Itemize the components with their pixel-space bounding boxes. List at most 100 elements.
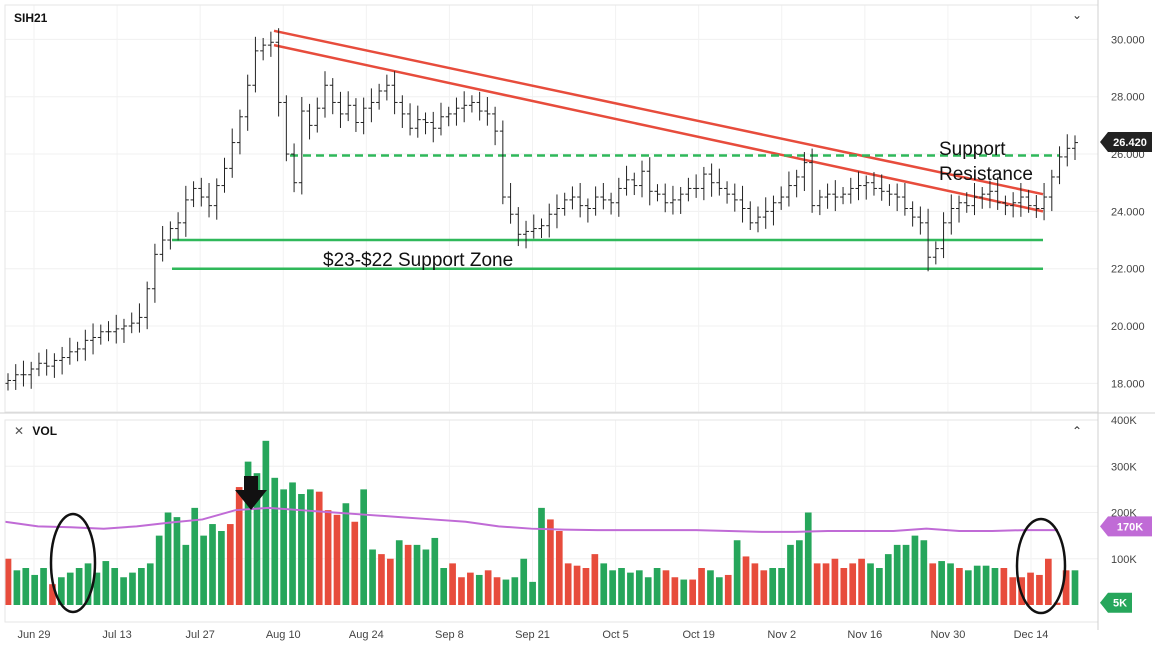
volume-bar bbox=[1036, 574, 1043, 605]
price-panel-frame bbox=[4, 4, 1099, 413]
volume-bar bbox=[529, 581, 536, 605]
volume-bar bbox=[547, 519, 554, 605]
close-icon[interactable]: ✕ bbox=[14, 424, 25, 438]
volume-bar bbox=[209, 524, 216, 605]
volume-bar bbox=[564, 563, 572, 605]
volume-bar bbox=[13, 570, 21, 605]
last-volume-badge bbox=[1100, 592, 1132, 613]
time-tick-label: Dec 14 bbox=[1014, 629, 1049, 641]
volume-bar bbox=[715, 577, 723, 605]
volume-bar bbox=[769, 568, 777, 605]
volume-bar bbox=[253, 473, 261, 605]
volume-bar bbox=[956, 568, 963, 605]
volume-bar bbox=[813, 563, 821, 605]
volume-bar bbox=[324, 510, 332, 605]
volume-bar bbox=[387, 558, 394, 605]
volume-bar bbox=[306, 489, 314, 605]
volume-bar bbox=[742, 556, 750, 605]
volume-bar bbox=[218, 531, 225, 605]
time-tick-label: Jun 29 bbox=[17, 629, 50, 641]
volume-bar bbox=[22, 568, 30, 605]
volume-bar bbox=[413, 544, 421, 605]
volume-bar bbox=[991, 568, 999, 605]
volume-bar bbox=[75, 568, 83, 605]
volume-bar bbox=[458, 577, 465, 605]
volume-bar bbox=[582, 568, 590, 605]
time-tick-label: Oct 5 bbox=[602, 629, 628, 641]
volume-bar bbox=[4, 558, 12, 605]
highlight-ellipse-dec bbox=[1015, 517, 1067, 615]
volume-bar bbox=[262, 440, 270, 605]
chevron-down-icon[interactable]: ⌄ bbox=[1072, 8, 1083, 22]
volume-bar bbox=[689, 579, 696, 605]
volume-ma bbox=[4, 506, 1058, 533]
volume-bar bbox=[164, 512, 172, 605]
volume-bar bbox=[627, 572, 634, 605]
volume-bar bbox=[671, 577, 679, 605]
volume-bar bbox=[733, 540, 741, 605]
volume-bar bbox=[609, 570, 616, 605]
volume-bar bbox=[40, 568, 47, 605]
time-tick-label: Sep 21 bbox=[515, 629, 550, 641]
trendlines bbox=[172, 29, 1060, 270]
volume-bar bbox=[315, 491, 323, 605]
volume-bar bbox=[929, 563, 937, 605]
price-tick-label: 28.000 bbox=[1111, 92, 1145, 104]
volume-bar bbox=[467, 572, 474, 605]
volume-bar bbox=[226, 524, 234, 605]
volume-bar bbox=[884, 554, 892, 605]
volume-bar bbox=[289, 482, 296, 605]
price-grid bbox=[5, 5, 1098, 412]
volume-bar bbox=[298, 494, 305, 605]
volume-bar bbox=[138, 568, 145, 605]
volume-bar bbox=[173, 517, 181, 605]
volume-bar bbox=[440, 568, 448, 605]
price-tick-label: 24.000 bbox=[1111, 206, 1145, 218]
volume-bar bbox=[111, 568, 119, 605]
volume-tick-label: 300K bbox=[1111, 461, 1137, 473]
volume-bar bbox=[920, 540, 928, 605]
annotations: 26.420 170K 5K Support Resistance $23-$22 Sup… bbox=[49, 132, 1152, 615]
volume-bar bbox=[422, 549, 430, 605]
volume-bar bbox=[787, 544, 794, 605]
volume-bar bbox=[93, 572, 101, 605]
volume-bar bbox=[431, 537, 439, 605]
volume-bar bbox=[271, 477, 279, 605]
volume-bar bbox=[1000, 568, 1008, 605]
volume-bar bbox=[635, 570, 643, 605]
volume-bar bbox=[724, 574, 732, 605]
price-tick-label: 20.000 bbox=[1111, 321, 1145, 333]
volume-bar bbox=[778, 568, 785, 605]
time-tick-label: Nov 16 bbox=[847, 629, 882, 641]
resistance-trendline bbox=[273, 43, 1044, 213]
volume-bar bbox=[1009, 577, 1017, 605]
time-tick-label: Sep 8 bbox=[435, 629, 464, 641]
volume-tick-label: 100K bbox=[1111, 554, 1137, 566]
resistance-trendline bbox=[273, 29, 1044, 196]
volume-bar bbox=[831, 558, 839, 605]
volume-bar bbox=[351, 521, 359, 605]
volume-bar bbox=[858, 558, 865, 605]
chevron-up-icon[interactable]: ⌃ bbox=[1072, 424, 1083, 438]
volume-bar bbox=[502, 579, 510, 605]
volume-bar bbox=[333, 514, 341, 605]
annotation-support-zone: $23-$22 Support Zone bbox=[323, 250, 513, 271]
volume-bar bbox=[893, 544, 901, 605]
volume-bar bbox=[484, 570, 492, 605]
volume-bar bbox=[662, 570, 670, 605]
volume-bar bbox=[876, 568, 883, 605]
volume-bar bbox=[404, 544, 412, 605]
volume-bar bbox=[182, 544, 190, 605]
volume-ma-line bbox=[4, 506, 1058, 533]
price-tick-label: 30.000 bbox=[1111, 34, 1145, 46]
volume-ma-badge bbox=[1100, 516, 1152, 537]
volume-bar bbox=[155, 535, 163, 605]
price-tick-label: 18.000 bbox=[1111, 378, 1145, 390]
volume-bars bbox=[4, 440, 1079, 605]
volume-bar bbox=[102, 561, 110, 605]
volume-bar bbox=[146, 563, 154, 605]
volume-bar bbox=[867, 563, 874, 605]
volume-bar bbox=[84, 563, 92, 605]
